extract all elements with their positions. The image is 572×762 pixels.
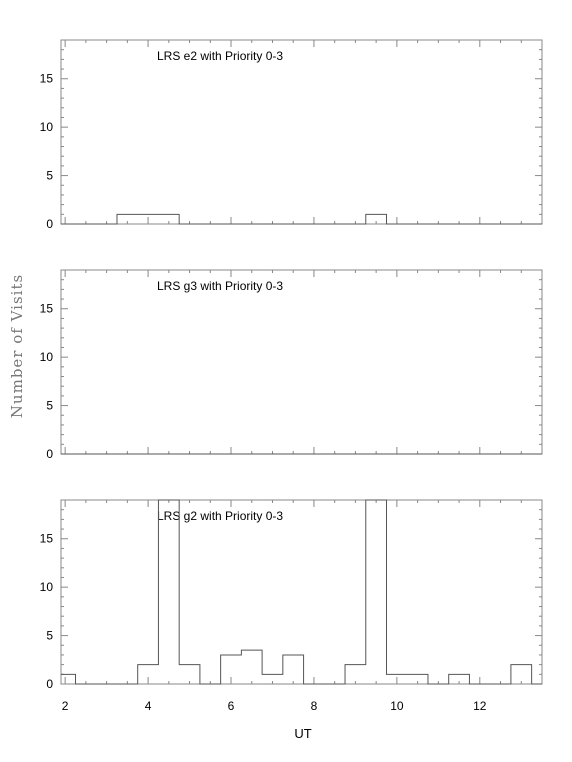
y-axis-title: Number of Visits	[8, 274, 26, 418]
panel-1: 0 5 10 15 LRS e2 with Priority 0-3	[40, 39, 543, 231]
panel-frame	[60, 269, 543, 455]
x-tick-label: 10	[390, 699, 404, 713]
y-tick-label: 0	[46, 217, 53, 231]
histogram-bar	[366, 500, 387, 684]
x-tick-label: 4	[145, 699, 152, 713]
y-tick-label: 5	[46, 399, 53, 413]
histogram-bar	[158, 500, 179, 684]
panel-title: LRS g3 with Priority 0-3	[157, 279, 283, 293]
panel-3: 0 5 10 15 2 4 6 8 10 12 LRS g2 with Priority 0-3	[40, 499, 543, 713]
histogram-bar	[61, 674, 76, 684]
panel-title: LRS e2 with Priority 0-3	[157, 49, 283, 63]
y-tick-label: 10	[40, 120, 54, 134]
y-tick-label: 10	[40, 580, 54, 594]
y-tick-label: 0	[46, 677, 53, 691]
panel-frame	[60, 39, 543, 225]
panel-2: 0 5 10 15 LRS g3 with Priority 0-3	[40, 269, 543, 461]
histogram-bar	[241, 650, 262, 684]
y-tick-label: 10	[40, 350, 54, 364]
panel-title: LRS g2 with Priority 0-3	[157, 509, 283, 523]
x-tick-label: 6	[228, 699, 235, 713]
x-tick-label: 8	[311, 699, 318, 713]
panels: 0 5 10 15 LRS e2 with Priority 0-3 0 5 10 15 LRS …	[40, 39, 543, 713]
x-axis-title: UT	[294, 726, 311, 741]
y-tick-label: 5	[46, 169, 53, 183]
y-tick-label: 5	[46, 629, 53, 643]
panel-frame	[60, 499, 543, 685]
histogram-bin	[61, 213, 542, 225]
y-tick-label: 15	[40, 72, 54, 86]
histogram-bar	[283, 655, 304, 684]
y-tick-label: 15	[40, 532, 54, 546]
y-tick-label: 15	[40, 302, 54, 316]
x-tick-label: 2	[62, 699, 69, 713]
y-tick-label: 0	[46, 447, 53, 461]
x-tick-label: 12	[473, 699, 487, 713]
histogram-bin	[61, 499, 542, 685]
